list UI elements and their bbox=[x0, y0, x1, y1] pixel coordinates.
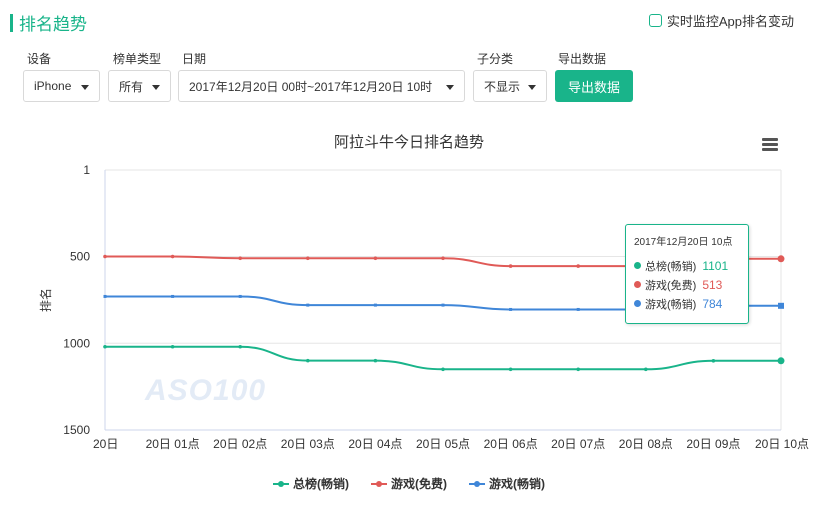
data-point bbox=[103, 344, 107, 349]
data-point bbox=[373, 303, 377, 307]
data-point bbox=[306, 358, 310, 363]
monitor-label: 实时监控App排名变动 bbox=[666, 14, 794, 29]
legend-item[interactable]: 游戏(畅销) bbox=[469, 475, 545, 492]
legend-item[interactable]: 总榜(畅销) bbox=[273, 475, 349, 492]
x-tick-label: 20日 03点 bbox=[281, 437, 335, 451]
legend-symbol bbox=[273, 479, 289, 489]
data-point bbox=[238, 294, 242, 298]
list-type-label: 榜单类型 bbox=[113, 52, 162, 66]
x-tick-label: 20日 09点 bbox=[686, 437, 740, 451]
data-point bbox=[171, 294, 175, 298]
chart-tooltip: 2017年12月20日 10点 总榜(畅销) 1101 游戏(免费) 513 游… bbox=[625, 224, 749, 324]
series-dot bbox=[634, 281, 641, 288]
data-point bbox=[508, 264, 513, 268]
legend-item[interactable]: 游戏(免费) bbox=[371, 475, 447, 492]
realtime-monitor-toggle[interactable]: 实时监控App排名变动 bbox=[648, 11, 794, 30]
export-data-button[interactable]: 导出数据 bbox=[555, 70, 633, 102]
legend-symbol bbox=[469, 479, 485, 489]
data-point bbox=[441, 303, 445, 307]
data-point bbox=[644, 367, 648, 372]
data-point bbox=[103, 294, 107, 298]
tooltip-series-value: 513 bbox=[702, 277, 723, 292]
data-point bbox=[777, 357, 785, 365]
tooltip-row: 游戏(畅销) 784 bbox=[634, 294, 748, 313]
device-value: iPhone bbox=[34, 79, 72, 93]
page-title-bar: 排名趋势 bbox=[10, 10, 87, 35]
subcategory-select[interactable]: 不显示 bbox=[473, 70, 547, 102]
y-axis-title: 排名 bbox=[38, 288, 53, 312]
chevron-down-icon bbox=[528, 85, 536, 90]
monitor-checkbox[interactable] bbox=[648, 14, 662, 27]
date-range-select[interactable]: 2017年12月20日 00时~2017年12月20日 10时 bbox=[178, 70, 465, 102]
data-point bbox=[778, 302, 784, 309]
data-point bbox=[508, 367, 513, 372]
series-line bbox=[105, 345, 781, 371]
tooltip-series-name: 游戏(畅销) bbox=[645, 298, 697, 311]
data-point bbox=[170, 344, 175, 349]
y-tick-label: 500 bbox=[70, 250, 90, 264]
x-tick-label: 20日 05点 bbox=[416, 437, 470, 451]
data-point bbox=[238, 256, 242, 261]
data-point bbox=[777, 255, 785, 263]
x-tick-label: 20日 08点 bbox=[619, 437, 673, 451]
tooltip-series-value: 784 bbox=[702, 296, 723, 311]
series-dot bbox=[634, 262, 641, 269]
tooltip-row: 总榜(畅销) 1101 bbox=[634, 256, 748, 275]
chart-title: 阿拉斗牛今日排名趋势 bbox=[333, 134, 484, 151]
subcategory-value: 不显示 bbox=[484, 79, 521, 94]
export-label: 导出数据 bbox=[558, 52, 607, 66]
title-accent-bar bbox=[10, 13, 13, 32]
subcategory-label: 子分类 bbox=[477, 52, 514, 66]
data-point bbox=[306, 303, 310, 307]
chart-menu-icon[interactable] bbox=[762, 138, 778, 152]
data-point bbox=[576, 264, 580, 268]
x-tick-label: 20日 10点 bbox=[755, 437, 809, 451]
device-select[interactable]: iPhone bbox=[23, 70, 100, 102]
x-tick-label: 20日 01点 bbox=[146, 437, 200, 451]
watermark-logo: ASO100 bbox=[145, 374, 267, 407]
chevron-down-icon bbox=[446, 85, 454, 90]
x-tick-label: 20日 bbox=[93, 437, 118, 451]
series-dot bbox=[634, 300, 641, 307]
data-point bbox=[103, 254, 107, 259]
data-point bbox=[509, 307, 513, 311]
data-point bbox=[441, 367, 445, 372]
x-tick-label: 20日 04点 bbox=[348, 437, 402, 451]
x-tick-label: 20日 02点 bbox=[213, 437, 267, 451]
data-point bbox=[576, 307, 580, 311]
date-range-value: 2017年12月20日 00时~2017年12月20日 10时 bbox=[189, 79, 433, 94]
data-point bbox=[170, 254, 175, 259]
x-tick-label: 20日 06点 bbox=[484, 437, 538, 451]
tooltip-series-name: 游戏(免费) bbox=[645, 279, 697, 292]
page-title: 排名趋势 bbox=[19, 15, 87, 34]
legend-label: 游戏(畅销) bbox=[489, 477, 545, 491]
chevron-down-icon bbox=[81, 85, 89, 90]
tooltip-row: 游戏(免费) 513 bbox=[634, 275, 748, 294]
y-tick-label: 1000 bbox=[63, 336, 90, 350]
data-point bbox=[238, 344, 242, 349]
tooltip-series-value: 1101 bbox=[702, 258, 729, 273]
list-type-select[interactable]: 所有 bbox=[108, 70, 171, 102]
chevron-down-icon bbox=[152, 85, 160, 90]
y-tick-label: 1 bbox=[83, 163, 90, 177]
data-point bbox=[711, 358, 716, 363]
data-point bbox=[373, 358, 378, 363]
x-tick-label: 20日 07点 bbox=[551, 437, 605, 451]
chart-legend: 总榜(畅销) 游戏(免费) 游戏(畅销) bbox=[0, 475, 818, 492]
data-point bbox=[441, 256, 445, 261]
date-label: 日期 bbox=[182, 52, 207, 66]
list-type-value: 所有 bbox=[119, 79, 144, 94]
tooltip-series-name: 总榜(畅销) bbox=[645, 260, 697, 273]
tooltip-header: 2017年12月20日 10点 bbox=[634, 237, 733, 248]
legend-label: 总榜(畅销) bbox=[293, 477, 349, 491]
y-tick-label: 1500 bbox=[63, 423, 90, 437]
data-point bbox=[306, 256, 310, 261]
legend-symbol bbox=[371, 479, 387, 489]
legend-label: 游戏(免费) bbox=[391, 477, 447, 491]
device-label: 设备 bbox=[27, 52, 52, 66]
data-point bbox=[373, 256, 378, 261]
data-point bbox=[576, 367, 580, 372]
